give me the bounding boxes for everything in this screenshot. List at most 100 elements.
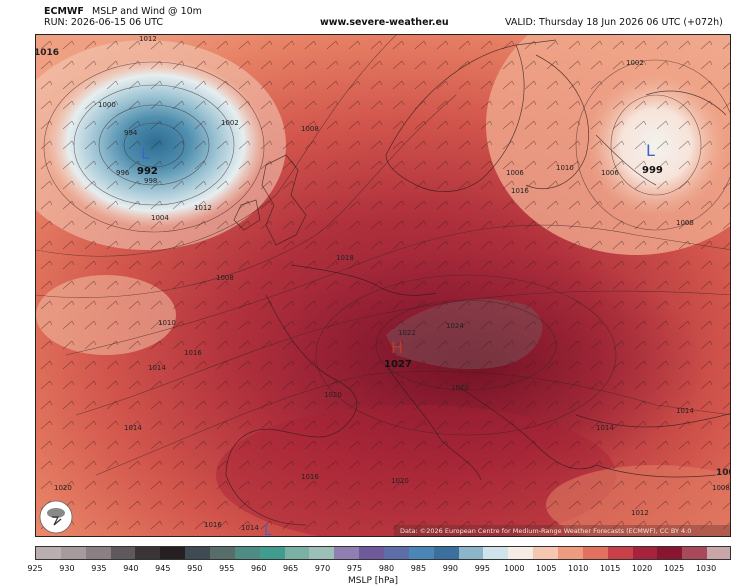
legend-swatch [533,547,559,559]
isobar-label: 1002 [221,119,239,127]
legend-swatch [234,547,261,559]
legend-tick-label: 980 [378,564,395,573]
isobar-label: 994 [124,129,138,137]
legend-tick-label: 975 [346,564,363,573]
model-name: ECMWF [44,6,84,17]
legend-swatch [185,547,211,559]
low-pressure-symbol: L [141,144,150,163]
isobar-label: 1024 [446,322,464,330]
isobar-label: 1002 [626,59,644,67]
legend-swatch [160,547,186,559]
legend-swatch [433,547,460,559]
legend-swatch [334,547,360,559]
legend-swatch [60,547,87,559]
legend-swatch [408,547,435,559]
isobar-label: 1018 [336,254,354,262]
isobar-label: 1012 [194,204,212,212]
isobar-label: 1014 [676,407,694,415]
isobar-label: 1008 [712,484,730,492]
isobar-label: 1020 [391,477,409,485]
high-pressure-symbol: H [391,338,403,357]
product-title: MSLP and Wind @ 10m [92,6,202,17]
isobar-label: 1016 [36,48,59,58]
isobar-label: 1016 [511,187,529,195]
legend-title: MSLP [hPa] [347,576,399,586]
isobar-label: 1012 [631,509,649,517]
website-link[interactable]: www.severe-weather.eu [320,17,449,28]
isobar-label: 1014 [241,524,259,532]
legend-tick-label: 925 [27,564,43,573]
legend-tick-label: 990 [442,564,459,573]
legend-tick-label: 1020 [631,564,653,573]
storm-logo-icon [39,500,73,534]
isobar-label: 100 [716,468,731,478]
legend-swatch [508,547,534,559]
legend-swatch [558,547,584,559]
low-pressure-value: 992 [137,166,158,177]
high-pressure-value: 1027 [384,359,412,370]
isobar-label: 1004 [151,214,169,222]
legend-swatch [85,547,112,559]
legend-swatch [309,547,335,559]
isobar-label: 996 [116,169,130,177]
isobar-label: 1010 [158,319,176,327]
legend-tick-label: 985 [410,564,427,573]
legend-swatch [36,547,62,559]
legend-tick-label: 1030 [695,564,717,573]
legend-tick-label: 945 [155,564,171,573]
legend-swatch [458,547,484,559]
legend-swatch [384,547,410,559]
legend-tick-label: 995 [474,564,490,573]
isobar-label: 1006 [506,169,524,177]
legend-swatch [632,547,658,559]
legend-swatch [707,547,730,559]
legend-tick-label: 935 [91,564,107,573]
isobar-label: 1008 [676,219,694,227]
isobar-label: 1012 [139,35,157,43]
isobar-label: 1010 [556,164,574,172]
pressure-map: 1012 1016 1000 994 1002 1008 996 998 100… [35,34,731,537]
legend-tick-label: 1015 [599,564,621,573]
isobar-label: 1020 [54,484,72,492]
isobar-label: 1006 [601,169,619,177]
legend-swatch [582,547,609,559]
legend-tick-label: 965 [282,564,299,573]
run-time: RUN: 2026-06-15 06 UTC [44,17,164,28]
low-pressure-value: 999 [642,165,663,176]
legend-tick-label: 970 [314,564,331,573]
legend-swatch [607,547,634,559]
legend-tick-label: 930 [59,564,75,573]
legend-tick-label: 950 [187,564,203,573]
legend-tick-label: 1000 [504,564,525,573]
legend-swatch [135,547,161,559]
isobar-label: 1022 [398,329,416,337]
legend-tick-label: 1010 [568,564,589,573]
isobar-label: 1020 [324,391,342,399]
low-pressure-symbol: L [646,141,655,160]
isobar-label: 1000 [98,101,116,109]
isobar-label: 1014 [148,364,166,372]
isobar-label: 1016 [184,349,202,357]
isobar-label: 1016 [204,521,222,529]
pressure-color-scale [35,546,731,560]
legend-swatch [359,547,385,559]
valid-time: VALID: Thursday 18 Jun 2026 06 UTC (+072… [505,17,723,28]
legend-swatch [110,547,136,559]
legend-ticks: 925 930 935 940 945 950 955 960 965 970 975 980 985 9… [0,564,746,576]
legend-swatch [210,547,236,559]
isobar-label: 1014 [596,424,614,432]
legend-swatch [284,547,310,559]
isobar-label: 1008 [301,125,319,133]
legend-swatch [483,547,509,559]
legend-tick-label: 955 [219,564,235,573]
isobar-label: 1014 [124,424,142,432]
legend-swatch [259,547,286,559]
isobar-label: 1020 [451,384,469,392]
legend-swatch [682,547,708,559]
legend-tick-label: 940 [123,564,139,573]
legend-tick-label: 1005 [536,564,557,573]
isobar-label: 1016 [301,473,319,481]
legend-tick-label: 960 [251,564,267,573]
isobar-label: 998 [144,177,157,185]
low-pressure-symbol: L [264,523,272,537]
